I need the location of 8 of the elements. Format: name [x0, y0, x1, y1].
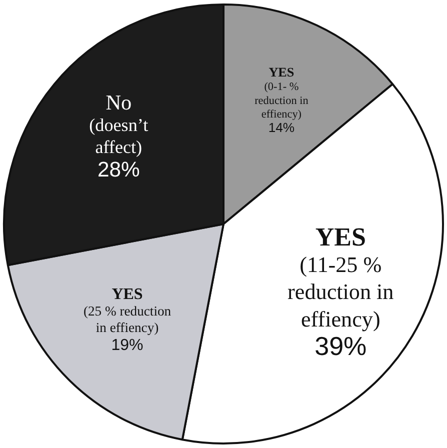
data-label: 28% — [97, 158, 140, 182]
slice-label: No (doesn’t affect) — [89, 90, 148, 158]
data-label: 19% — [111, 336, 144, 354]
slice-label: YES (0-1- % reduction in effiency) — [254, 64, 309, 121]
data-label: 39% — [314, 331, 367, 362]
slice-label: YES (11-25 % reduction in effiency) — [288, 222, 394, 332]
data-label: 14% — [268, 120, 295, 136]
slice-label: YES (25 % reduction in effiency) — [83, 286, 172, 336]
